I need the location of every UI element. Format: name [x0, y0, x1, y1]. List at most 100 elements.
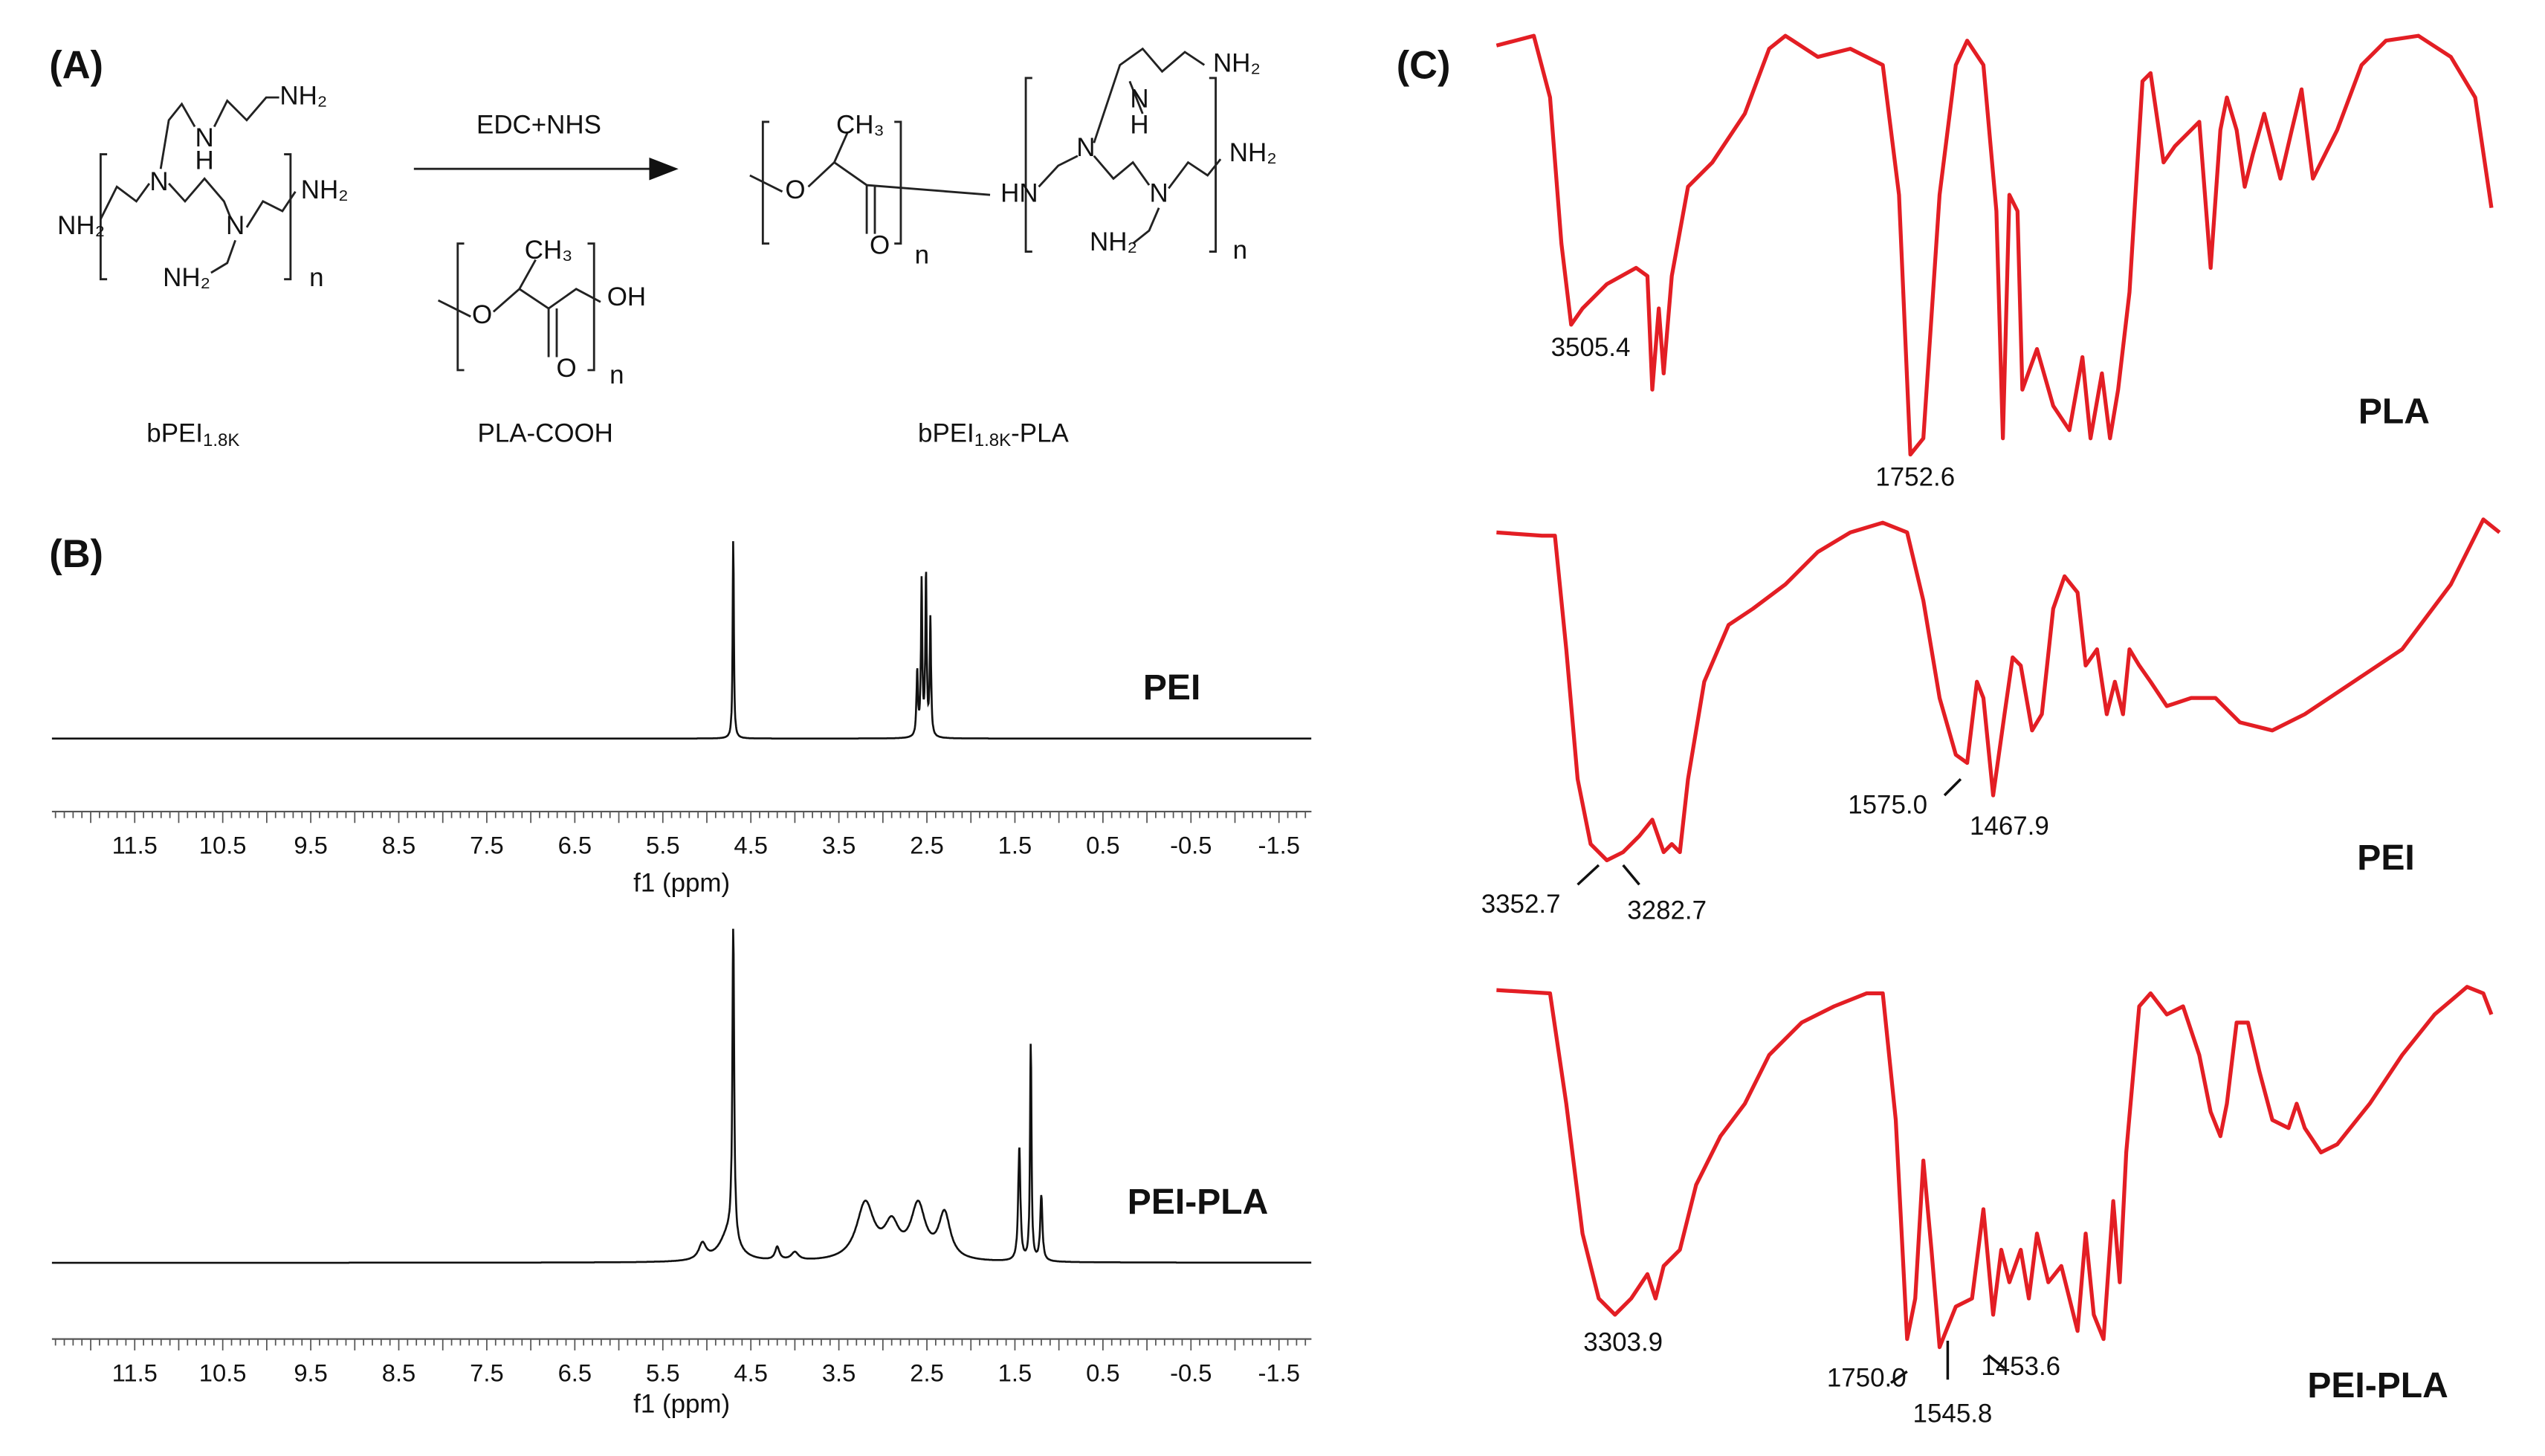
atom-label: O	[472, 300, 492, 329]
arrow	[1577, 778, 2005, 1385]
name: bPEI	[146, 419, 203, 448]
compound-name: bPEI1.8K	[146, 419, 239, 451]
atom-label: N	[1130, 85, 1148, 114]
sample-label: PEI-PLA	[2307, 1366, 2448, 1405]
atom-label: H	[195, 146, 214, 175]
tick-label: 6.5	[558, 1359, 592, 1386]
tick-label: 4.5	[734, 1359, 768, 1386]
tick-label: 8.5	[382, 832, 416, 859]
peak-label: 1752.6	[1875, 463, 1955, 492]
bond	[213, 96, 279, 128]
atom-label: N	[1150, 178, 1168, 207]
panel-label: (C)	[1397, 45, 1451, 88]
tick-label: -0.5	[1170, 1359, 1212, 1386]
peak-label: 1467.9	[1970, 812, 2049, 841]
peak-label: 3352.7	[1481, 890, 1561, 919]
bond	[1038, 47, 1222, 245]
tick-label: 11.5	[112, 1359, 158, 1386]
peak-label: 3282.7	[1627, 896, 1707, 925]
tick-label: 3.5	[822, 1359, 856, 1386]
atom-label: N	[226, 211, 245, 240]
atom-label: OH	[607, 282, 646, 311]
tick-label: 2.5	[910, 1359, 944, 1386]
atom-label: n	[309, 263, 323, 292]
peak-label: 1545.8	[1913, 1400, 1993, 1429]
atom-label: H	[1130, 111, 1148, 140]
atom-label: CH₃	[836, 111, 885, 140]
tick-label: 7.5	[470, 832, 504, 859]
panel-label: (B)	[49, 533, 103, 576]
atom-label: CH₃	[525, 236, 573, 265]
sample-label: PEI	[2357, 838, 2414, 878]
atom-label: n	[915, 240, 929, 269]
tick-label: 3.5	[822, 832, 856, 859]
peak-label: 3505.4	[1551, 333, 1631, 362]
tick-label: 10.5	[199, 1359, 247, 1386]
atom-label: N	[195, 123, 214, 152]
subscript: 1.8K	[203, 430, 239, 450]
bond	[437, 259, 601, 357]
tick-label: 2.5	[910, 832, 944, 859]
bond	[649, 157, 679, 181]
tick-label: -0.5	[1170, 832, 1212, 859]
atom-label: O	[870, 230, 890, 259]
bond	[159, 102, 196, 169]
tick-label: 8.5	[382, 1359, 416, 1386]
panel-b: (B) PEI PEI-PLA f1 (ppm) f1 (ppm) 11.5 10…	[49, 533, 1312, 1418]
peak-label: 1453.6	[1981, 1352, 2060, 1381]
bond	[99, 47, 1222, 372]
atom-label: NH₂	[163, 263, 210, 292]
name: bPEI	[918, 419, 974, 448]
tick-label: -1.5	[1258, 832, 1299, 859]
tick-label: 9.5	[294, 1359, 328, 1386]
atom-label: n	[1233, 236, 1247, 265]
tick-label: 1.5	[998, 1359, 1032, 1386]
atom-label: N	[1076, 133, 1095, 162]
bond	[245, 191, 297, 228]
bond	[210, 239, 236, 274]
atom-label: n	[609, 360, 624, 389]
panel-c: (C) PLA PEI PEI-PLA 3505.4 1752.6 3352.7…	[1397, 33, 2501, 1429]
atom-label: NH₂	[301, 175, 349, 204]
tick-label: 6.5	[558, 832, 592, 859]
atom-label: NH₂	[1090, 227, 1137, 256]
bond	[749, 132, 991, 234]
atom-label: N	[149, 167, 168, 196]
tick-label: 10.5	[199, 832, 247, 859]
atom-label: NH₂ N H N NH₂ NH₂ N NH₂ n CH₃ O OH O n C…	[57, 49, 1277, 389]
subscript: 1.8K	[974, 430, 1011, 450]
tick-label: -1.5	[1258, 1359, 1299, 1386]
panel-a: (A) NH₂ N H N NH₂ NH₂ N NH₂ n CH₃ O OH O…	[49, 45, 1277, 451]
panel-label: (A)	[49, 45, 103, 88]
suffix: -PLA	[1011, 419, 1069, 448]
reagent: EDC+NHS	[476, 111, 601, 140]
nmr-spectrum	[51, 928, 1312, 1264]
tick-label: 4.5	[734, 832, 768, 859]
atom-label: NH₂	[1229, 138, 1277, 167]
sample-label: PLA	[2358, 392, 2430, 432]
atom-label: NH₂	[57, 211, 105, 240]
axis-label: f1 (ppm)	[633, 868, 730, 897]
bond	[456, 242, 595, 372]
ir-spectrum	[1496, 517, 2501, 863]
atom-label: O	[785, 175, 805, 204]
arrow	[1577, 778, 2005, 1385]
tick-label: 11.5	[112, 832, 158, 859]
tick-label: 1.5	[998, 832, 1032, 859]
compound-name: PLA-COOH	[478, 419, 613, 448]
atom-label: NH₂	[1213, 49, 1261, 78]
compound-name: bPEI1.8K-PLA	[918, 419, 1069, 451]
tick-label: 5.5	[646, 1359, 680, 1386]
sample-label: PEI	[1143, 668, 1200, 708]
bond	[168, 177, 232, 219]
ir-spectrum	[1495, 33, 2494, 457]
atom-label: NH₂	[279, 81, 327, 110]
tick-label: 0.5	[1086, 1359, 1120, 1386]
tick-label: 0.5	[1086, 832, 1120, 859]
atom-label: O	[557, 354, 577, 383]
nmr-spectrum	[51, 541, 1312, 740]
sample-label: PEI-PLA	[1128, 1182, 1268, 1222]
ir-spectrum	[1496, 985, 2494, 1350]
